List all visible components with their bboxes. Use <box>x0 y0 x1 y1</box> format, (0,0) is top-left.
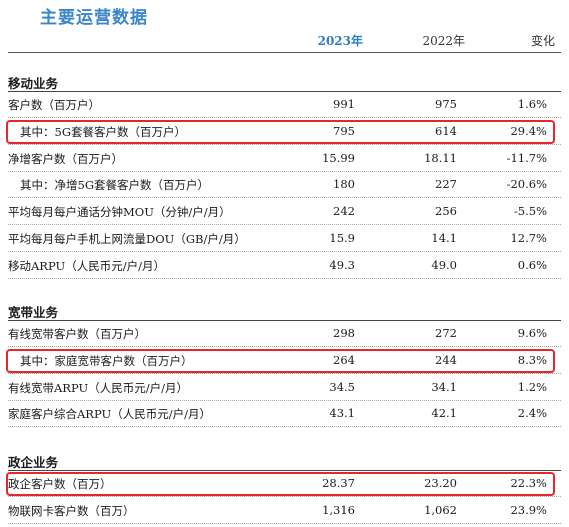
row-divider <box>8 372 561 374</box>
table-row: 其中：5G套餐客户数（百万户） 795 614 29.4% <box>8 119 561 145</box>
table-row: 平均每月每户手机上网流量DOU（GB/户/月） 15.9 14.1 12.7% <box>8 226 561 252</box>
section-title: 移动业务 <box>8 76 59 91</box>
row-divider <box>8 251 561 252</box>
value-change: 1.6% <box>517 97 547 111</box>
value-2022: 14.1 <box>431 231 457 245</box>
value-2023: 34.5 <box>329 379 355 394</box>
highlight-box <box>6 119 555 144</box>
value-2023: 49.3 <box>329 257 355 272</box>
value-change: -11.7% <box>506 150 547 165</box>
header-rule <box>8 52 561 53</box>
value-2023: 1,316 <box>322 502 355 517</box>
value-change: -5.5% <box>513 204 547 219</box>
row-label: 平均每月每户手机上网流量DOU（GB/户/月） <box>8 232 246 246</box>
row-divider <box>8 496 561 497</box>
value-2023: 15.99 <box>322 150 355 165</box>
table-row: 平均每月每户通话分钟MOU（分钟/户/月） 242 256 -5.5% <box>8 199 561 226</box>
row-label: 其中：家庭宽带客户数（百万户） <box>20 353 193 368</box>
value-change: 1.2% <box>517 379 547 394</box>
value-2023: 991 <box>333 97 355 111</box>
row-label: 净增客户数（百万户） <box>8 151 123 166</box>
row-label: 有线宽带客户数（百万户） <box>8 327 146 341</box>
value-change: 22.3% <box>510 476 547 490</box>
section-rule <box>8 470 561 471</box>
table-row: 物联网卡客户数（百万） 1,316 1,062 23.9% <box>8 498 561 524</box>
header-2023: 2023年 <box>317 34 363 48</box>
value-2022: 34.1 <box>431 379 457 394</box>
value-2023: 298 <box>333 326 355 340</box>
row-divider <box>8 399 561 401</box>
row-label: 物联网卡客户数（百万） <box>8 503 135 518</box>
row-divider <box>8 143 561 145</box>
highlight-box <box>6 472 555 496</box>
value-change: 2.4% <box>517 406 547 421</box>
row-divider <box>8 522 561 524</box>
value-2022: 42.1 <box>431 406 457 421</box>
row-label: 家庭客户综合ARPU（人民币元/户/月） <box>8 407 211 422</box>
table-row: 净增客户数（百万户） 15.99 18.11 -11.7% <box>8 146 561 172</box>
value-change: 29.4% <box>510 123 547 138</box>
row-label: 客户数（百万户） <box>8 98 100 112</box>
row-divider <box>8 170 561 172</box>
table-row: 移动ARPU（人民币元/户/月） 49.3 49.0 0.6% <box>8 253 561 279</box>
row-divider <box>8 346 561 347</box>
value-2022: 227 <box>435 177 457 192</box>
value-change: -20.6% <box>506 177 547 192</box>
section-title: 宽带业务 <box>8 305 59 320</box>
value-2022: 244 <box>435 352 457 367</box>
value-change: 12.7% <box>510 231 547 245</box>
value-2022: 975 <box>435 97 457 111</box>
row-divider <box>8 426 561 428</box>
row-label: 有线宽带ARPU（人民币元/户/月） <box>8 380 188 395</box>
header-change: 变化 <box>530 34 555 48</box>
value-2022: 272 <box>435 326 457 340</box>
value-change: 9.6% <box>517 326 547 340</box>
value-2022: 18.11 <box>424 150 457 165</box>
value-2023: 28.37 <box>322 476 355 490</box>
row-label: 其中：5G套餐客户数（百万户） <box>20 124 187 139</box>
value-2022: 49.0 <box>431 257 457 272</box>
section-title: 政企业务 <box>8 455 59 470</box>
table-row: 客户数（百万户） 991 975 1.6% <box>8 92 561 118</box>
row-label: 其中：净增5G套餐客户数（百万户） <box>20 178 210 193</box>
table-row: 其中：家庭宽带客户数（百万户） 264 244 8.3% <box>8 348 561 374</box>
header-2022: 2022年 <box>422 34 465 48</box>
value-change: 8.3% <box>517 352 547 367</box>
row-divider <box>8 277 561 279</box>
value-2022: 256 <box>435 204 457 219</box>
value-2022: 614 <box>435 123 457 138</box>
value-2023: 264 <box>333 352 355 367</box>
table-row: 有线宽带ARPU（人民币元/户/月） 34.5 34.1 1.2% <box>8 375 561 401</box>
row-divider <box>8 197 561 199</box>
row-label: 移动ARPU（人民币元/户/月） <box>8 258 165 273</box>
table-row: 政企客户数（百万） 28.37 23.20 22.3% <box>8 471 561 497</box>
value-2023: 180 <box>333 177 355 192</box>
value-2023: 43.1 <box>329 406 355 421</box>
row-divider <box>8 117 561 118</box>
row-label: 政企客户数（百万） <box>8 477 112 491</box>
value-2023: 15.9 <box>329 231 355 245</box>
row-label: 平均每月每户通话分钟MOU（分钟/户/月） <box>8 205 231 220</box>
value-2022: 23.20 <box>424 476 457 490</box>
value-2023: 242 <box>333 204 355 219</box>
row-divider <box>8 224 561 226</box>
section-rule <box>8 320 561 321</box>
table-row: 其中：净增5G套餐客户数（百万户） 180 227 -20.6% <box>8 172 561 199</box>
page-title: 主要运营数据 <box>40 8 148 28</box>
value-2022: 1,062 <box>424 502 457 517</box>
table-row: 有线宽带客户数（百万户） 298 272 9.6% <box>8 321 561 347</box>
section-rule <box>8 91 561 92</box>
value-2023: 795 <box>333 123 355 138</box>
table-row: 家庭客户综合ARPU（人民币元/户/月） 43.1 42.1 2.4% <box>8 401 561 428</box>
value-change: 23.9% <box>510 502 547 517</box>
value-change: 0.6% <box>517 257 547 272</box>
highlight-box <box>6 348 555 373</box>
